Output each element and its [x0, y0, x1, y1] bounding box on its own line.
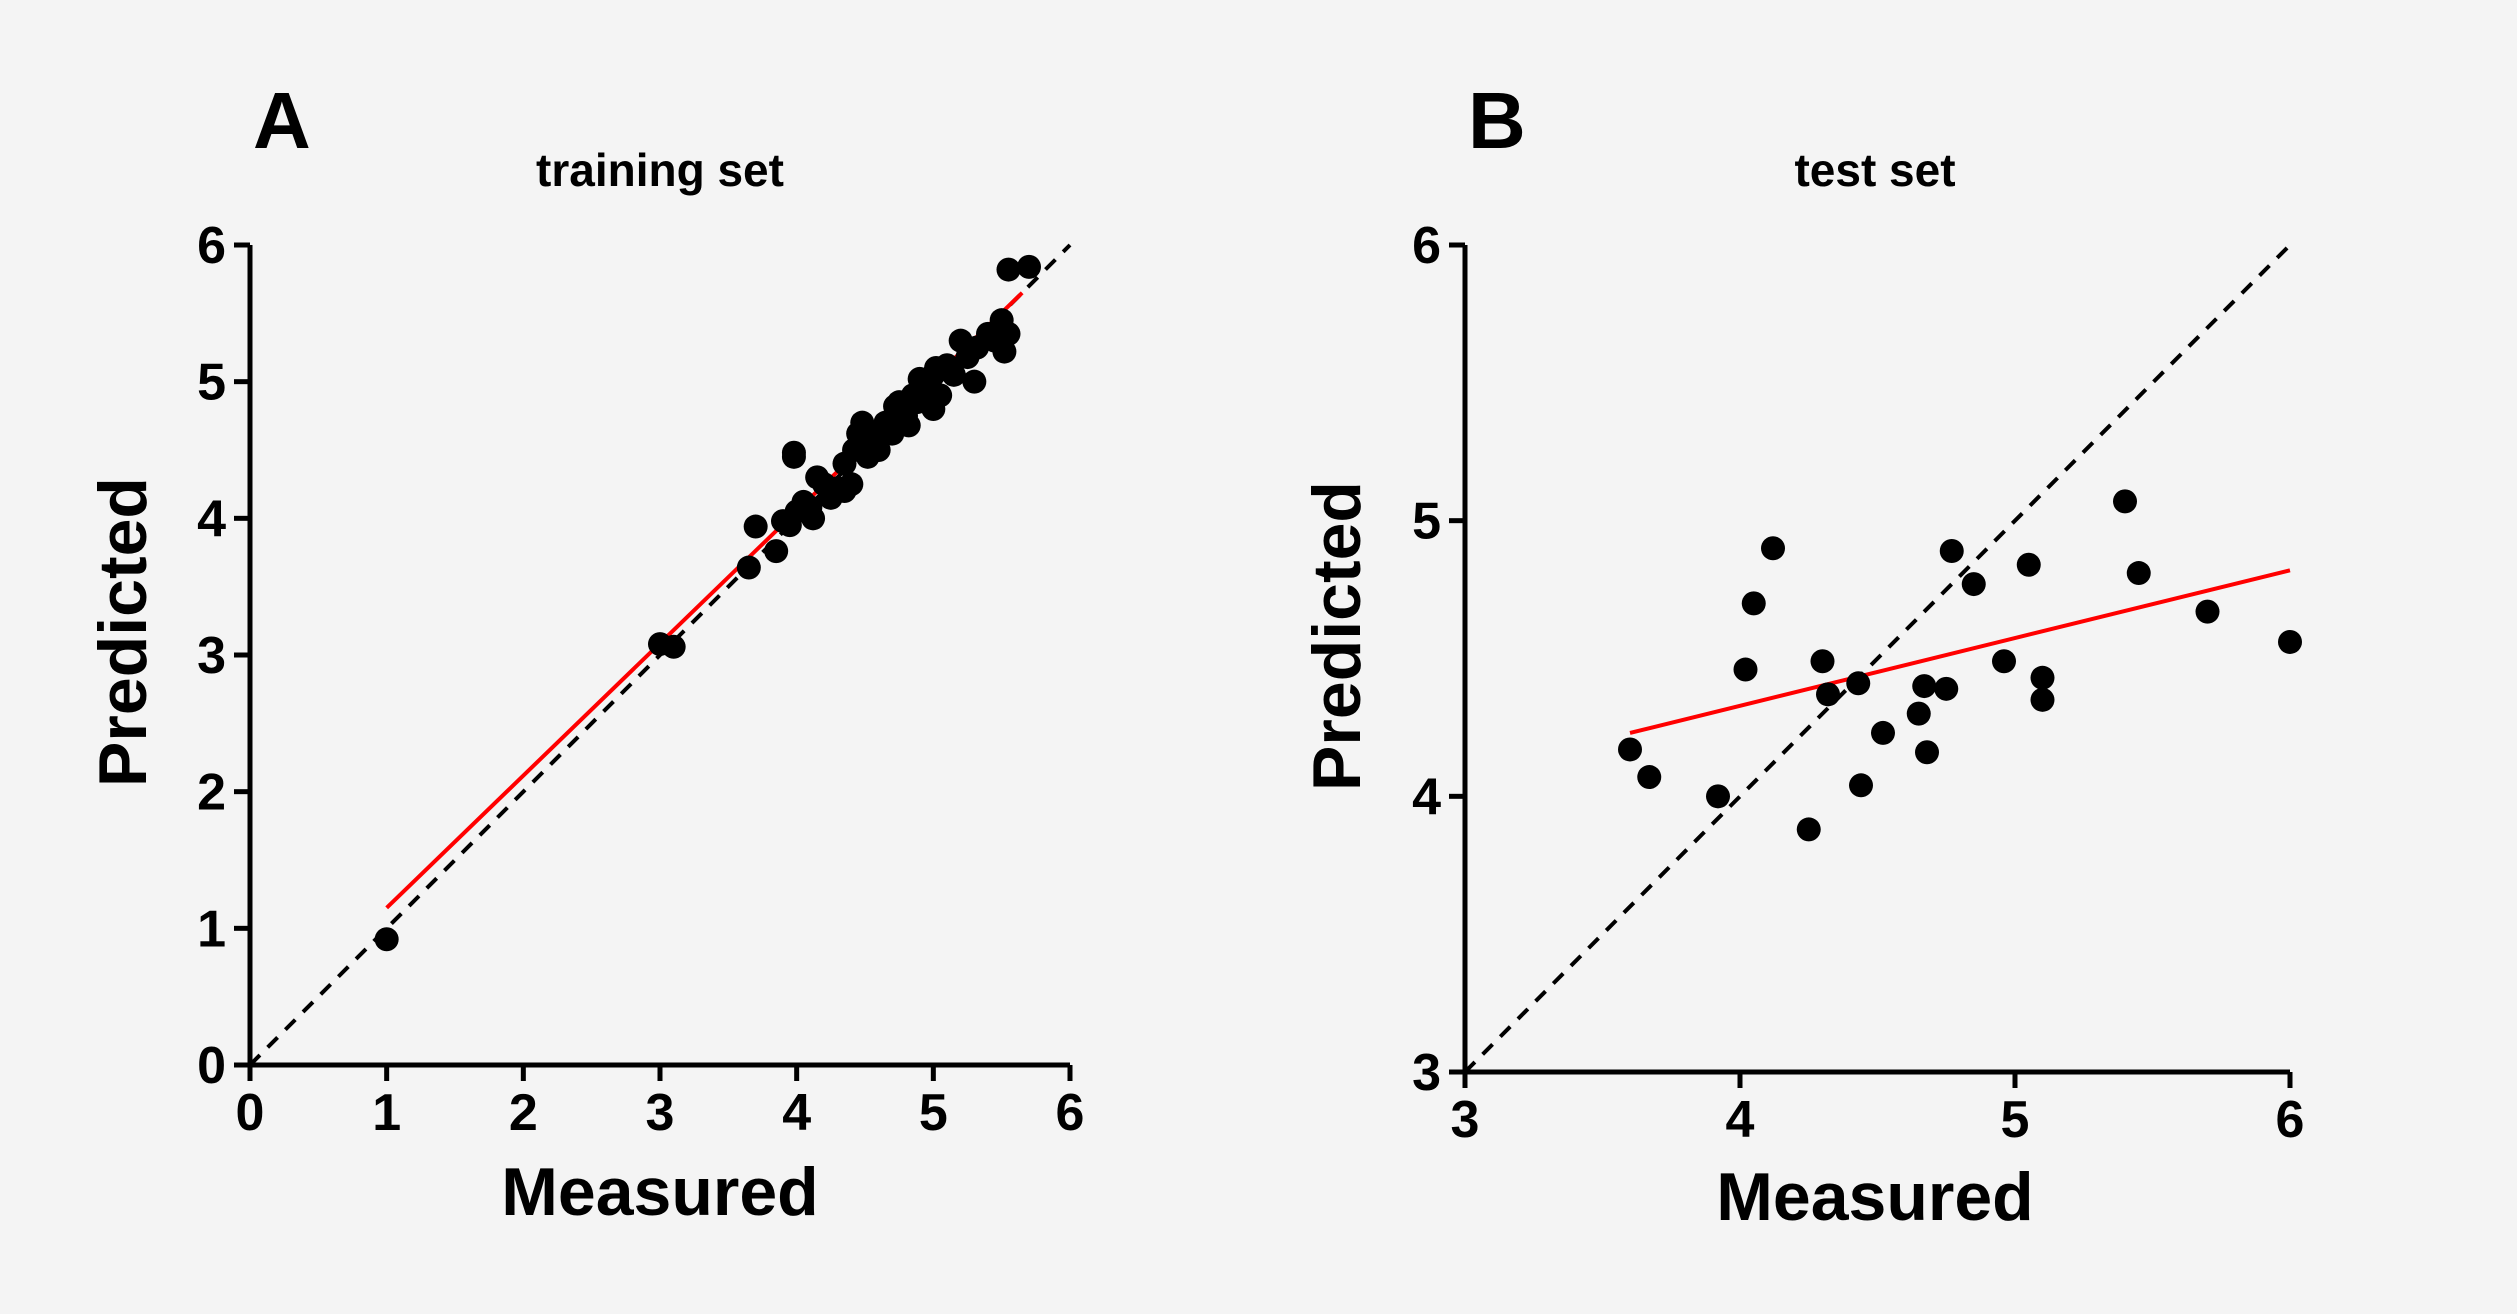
panel-b: B test set Measured Predicted 3 4 5 6 3 4 5 6: [1299, 76, 2304, 1235]
panel-a-x-tick-label: 3: [646, 1084, 675, 1142]
panel-b-data-point: [2126, 561, 2151, 586]
panel-b-y-axis-label: Predicted: [1299, 481, 1375, 791]
panel-b-data-point: [1706, 784, 1730, 809]
panel-a-y-tick-label: 6: [197, 217, 226, 275]
panel-a-data-point: [764, 539, 789, 564]
panel-b-y-tick-label: 4: [1412, 768, 1441, 826]
panel-a-data-point: [928, 383, 953, 408]
panel-a-data-point: [962, 369, 987, 394]
panel-a-data-point: [941, 362, 966, 387]
panel-b-y-tick-label: 3: [1412, 1044, 1441, 1102]
panel-a-y-tick-label: 3: [197, 627, 226, 685]
panel-b-data-point: [1934, 676, 1959, 701]
panel-a-x-tick-label: 5: [919, 1084, 948, 1142]
panel-b-data-point: [1733, 657, 1758, 682]
panel-b-regression-line: [1629, 568, 2291, 735]
panel-b-data-point: [1961, 572, 1986, 597]
panel-b-data-point: [1912, 674, 1937, 699]
panel-a-y-tick-label: 1: [197, 900, 226, 958]
panel-a-data-point: [866, 438, 891, 462]
panel-b-data-point: [1741, 591, 1766, 616]
panel-a-data-point: [996, 321, 1021, 346]
panel-b-data-point: [1796, 817, 1821, 842]
panel-a-data-point: [743, 514, 768, 539]
panel-b-x-tick-label: 5: [2001, 1091, 2030, 1149]
panel-a-x-tick-label: 2: [509, 1084, 538, 1142]
panel-b-x-tick-label: 6: [2276, 1091, 2305, 1149]
panel-b-data-point: [1816, 682, 1840, 707]
panel-b-letter: B: [1468, 76, 1526, 165]
panel-a-y-tick-label: 5: [197, 354, 226, 412]
panel-a-data-point: [801, 506, 826, 531]
panel-a-data-point: [661, 634, 686, 659]
panel-b-title: test set: [1794, 144, 1955, 196]
panel-a-y-tick-label: 2: [197, 764, 226, 822]
panel-b-data-point: [1810, 649, 1835, 674]
panel-a-data-point: [996, 257, 1021, 282]
panel-a-data-point: [736, 555, 761, 580]
panel-a-data-point: [839, 472, 864, 497]
panel-a-y-axis-label: Predicted: [85, 477, 161, 787]
panel-b-data-point: [1915, 740, 1939, 765]
panel-b-data-point: [1871, 720, 1895, 745]
panel-a-x-tick-label: 1: [372, 1084, 401, 1142]
panel-a-data-point: [896, 413, 921, 438]
panel-b-data-point: [2195, 599, 2220, 624]
panel-b-y-tick-label: 6: [1412, 217, 1441, 275]
panel-a-data-point: [374, 927, 399, 952]
panel-b-data-point: [1906, 701, 1931, 726]
panel-a-plot-area: 0 1 2 3 4 5 6 0 1 2 3 4 5 6: [197, 217, 1084, 1142]
panel-a-x-axis-label: Measured: [501, 1154, 818, 1230]
panel-b-x-tick-label: 4: [1726, 1091, 1755, 1149]
panel-b-data-point: [1849, 773, 1873, 798]
panel-a-x-tick-label: 0: [236, 1084, 265, 1142]
panel-b-x-tick-label: 3: [1451, 1091, 1480, 1149]
panel-b-x-axis-label: Measured: [1716, 1159, 2033, 1235]
panel-a-x-tick-label: 6: [1056, 1084, 1085, 1142]
panel-a-letter: A: [253, 76, 311, 165]
panel-a: A training set Measured Predicted 0 1 2 3 4 5…: [85, 76, 1084, 1230]
panel-b-data-point: [2030, 665, 2055, 690]
panel-b-data-point: [2016, 552, 2041, 577]
panel-b-plot-area: 3 4 5 6 3 4 5 6: [1412, 217, 2304, 1149]
panel-a-data-point: [781, 444, 806, 469]
panel-b-data-point: [1618, 737, 1642, 762]
panel-b-data-point: [2030, 687, 2055, 712]
panel-a-title: training set: [536, 144, 784, 196]
panel-a-y-tick-label: 4: [197, 490, 226, 548]
panel-b-data-point: [1992, 649, 2016, 674]
panel-b-data-point: [2113, 489, 2137, 514]
panel-b-data-point: [1637, 765, 1662, 790]
panel-b-y-tick-label: 5: [1412, 493, 1441, 551]
panel-b-data-point: [1939, 538, 1964, 563]
panel-b-data-point: [2278, 629, 2302, 654]
panel-a-data-point: [1017, 254, 1041, 279]
panel-b-data-point: [1761, 536, 1785, 561]
panel-a-y-tick-label: 0: [197, 1037, 226, 1095]
panel-a-x-tick-label: 4: [782, 1084, 811, 1142]
panel-b-data-point: [1846, 671, 1871, 696]
panel-b-identity-line: [1463, 243, 2292, 1074]
